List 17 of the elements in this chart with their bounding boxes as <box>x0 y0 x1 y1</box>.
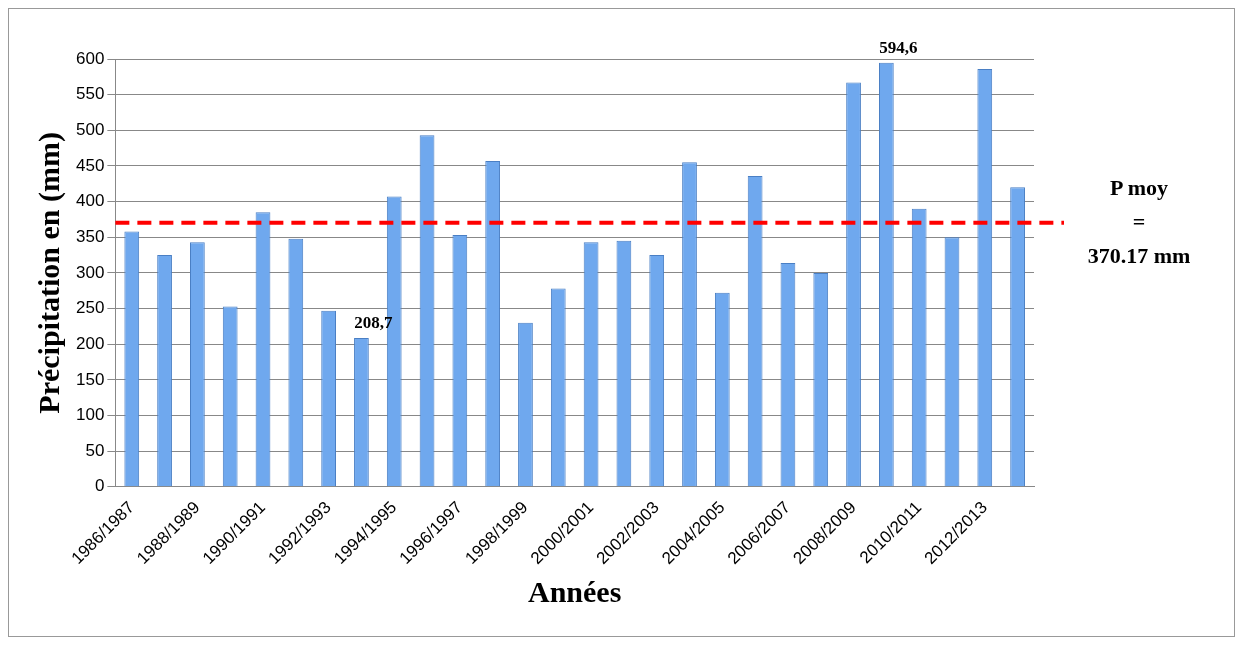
x-axis-title: Années <box>528 574 622 608</box>
y-tick-label: 400 <box>75 191 105 211</box>
y-axis-title: Précipitation en (mm) <box>31 132 66 414</box>
y-tick-label: 200 <box>75 333 105 353</box>
ref-line-label: P moy = 370.17 mm <box>1087 174 1191 268</box>
y-tick-label: 0 <box>94 476 105 496</box>
y-tick-label: 600 <box>75 48 105 68</box>
data-label: 594,6 <box>879 37 918 57</box>
y-tick-label: 100 <box>75 405 105 425</box>
y-tick-label: 50 <box>85 440 105 460</box>
y-tick-label: 300 <box>75 262 105 282</box>
y-tick-label: 450 <box>75 155 105 175</box>
y-tick-label: 150 <box>75 369 105 389</box>
y-tick-label: 250 <box>75 298 105 318</box>
y-tick-label: 500 <box>75 119 105 139</box>
y-tick-label: 550 <box>75 84 105 104</box>
y-tick-label: 350 <box>75 226 105 246</box>
